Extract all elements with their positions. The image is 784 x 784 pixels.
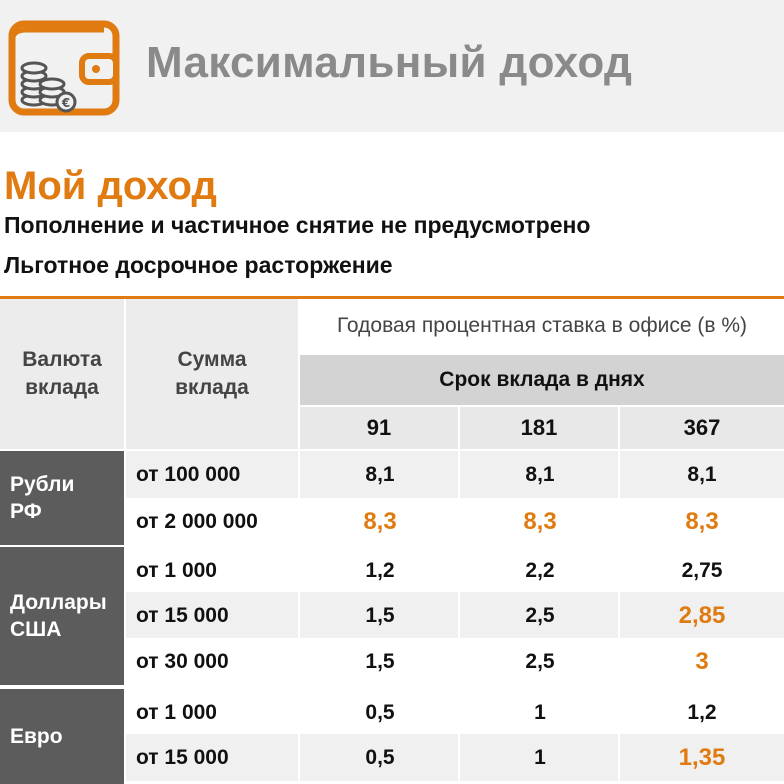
row-divider <box>0 545 784 547</box>
column-divider <box>124 299 126 784</box>
header-rate: Годовая процентная ставка в офисе (в %) <box>300 299 784 353</box>
wallet-coins-icon: € <box>8 20 120 116</box>
rate-cell: 2,75 <box>681 558 723 582</box>
row-divider <box>0 449 784 451</box>
table-row <box>126 451 784 498</box>
row-divider <box>0 685 784 689</box>
currency-label: Рубли РФ <box>10 473 75 523</box>
table-row <box>126 547 784 594</box>
rate-cell: 1,5 <box>365 603 395 627</box>
rate-cell: 1 <box>534 745 546 769</box>
rate-cell: 1 <box>534 700 546 724</box>
rate-cell: 2,5 <box>525 603 555 627</box>
rate-cell: 8,1 <box>687 462 717 486</box>
column-divider <box>458 405 460 784</box>
header-currency: Валюта вклада <box>0 299 124 449</box>
rate-cell-highlight: 1,35 <box>678 743 726 771</box>
rate-cell-highlight: 8,3 <box>523 507 557 535</box>
table-row <box>126 498 784 545</box>
amount-cell: от 15 000 <box>136 745 229 769</box>
deposit-condition-1: Пополнение и частичное снятие не предусм… <box>4 212 591 238</box>
deposit-condition-2: Льготное досрочное расторжение <box>4 252 393 278</box>
table-row <box>126 638 784 685</box>
rate-cell-highlight: 2,85 <box>678 601 726 629</box>
rate-cell: 8,1 <box>365 462 395 486</box>
svg-text:€: € <box>61 96 70 110</box>
amount-cell: от 30 000 <box>136 649 229 673</box>
term-label: 367 <box>683 415 721 440</box>
header-term: Срок вклада в днях <box>300 355 784 405</box>
rate-cell: 0,5 <box>365 700 395 724</box>
rate-cell: 0,5 <box>365 745 395 769</box>
currency-cell-eur: Евро <box>0 689 124 784</box>
rate-cell: 1,2 <box>365 558 395 582</box>
table-top-rule <box>0 296 784 299</box>
header-rate-label: Годовая процентная ставка в офисе (в %) <box>336 314 748 337</box>
section-title: Мой доход <box>4 164 217 208</box>
header-amount: Сумма вклада <box>126 299 298 449</box>
rate-cell: 1,2 <box>687 700 717 724</box>
rate-cell-highlight: 8,3 <box>685 507 719 535</box>
currency-cell-rub: Рубли РФ <box>0 451 124 545</box>
amount-cell: от 15 000 <box>136 603 229 627</box>
header-amount-label: Сумма вклада <box>175 348 249 399</box>
header-term-367: 367 <box>620 407 784 449</box>
header-term-label: Срок вклада в днях <box>439 368 645 391</box>
amount-cell: от 1 000 <box>136 700 217 724</box>
term-label: 91 <box>366 415 392 440</box>
currency-cell-usd: Доллары США <box>0 547 124 685</box>
amount-cell: от 2 000 000 <box>136 509 258 533</box>
column-divider <box>298 299 300 784</box>
table-row <box>126 734 784 781</box>
rate-cell: 8,1 <box>525 462 555 486</box>
page-header: € Максимальный доход <box>0 0 784 132</box>
currency-label: Евро <box>10 725 63 748</box>
amount-cell: от 100 000 <box>136 462 241 486</box>
table-row <box>126 689 784 736</box>
currency-label: Доллары США <box>10 591 107 641</box>
term-label: 181 <box>520 415 558 440</box>
header-term-91: 91 <box>300 407 458 449</box>
page-title: Максимальный доход <box>146 38 633 87</box>
header-currency-label: Валюта вклада <box>22 348 102 399</box>
rate-cell-highlight: 8,3 <box>363 507 397 535</box>
rate-cell-highlight: 3 <box>695 647 709 675</box>
table-row <box>126 592 784 639</box>
rate-cell: 2,5 <box>525 649 555 673</box>
column-divider <box>618 405 620 784</box>
header-term-181: 181 <box>460 407 618 449</box>
rate-cell: 2,2 <box>525 558 555 582</box>
rate-cell: 1,5 <box>365 649 395 673</box>
amount-cell: от 1 000 <box>136 558 217 582</box>
